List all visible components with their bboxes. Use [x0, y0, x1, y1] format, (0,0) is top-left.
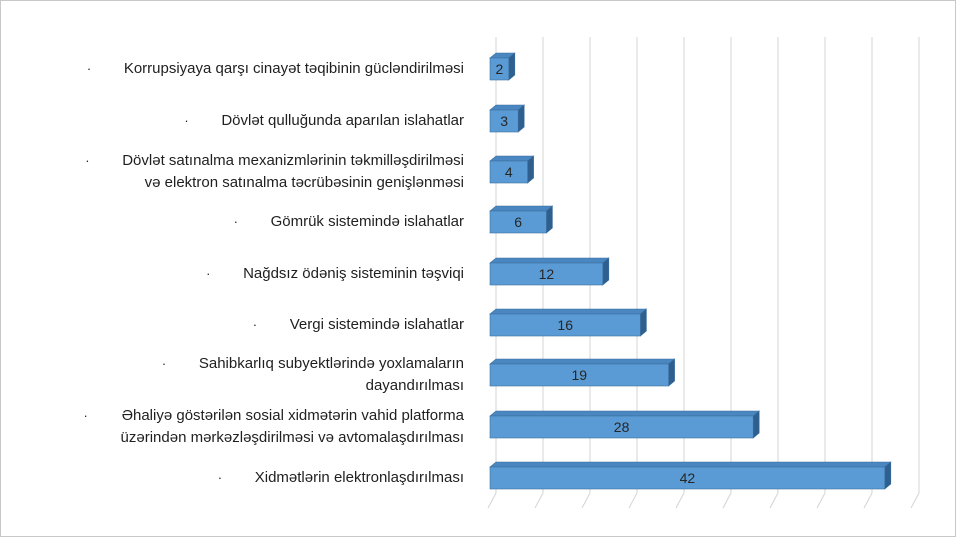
bar-top-face: [489, 358, 676, 365]
bar-top-face: [489, 461, 892, 468]
bar: 16: [489, 308, 648, 337]
category-label-text: Dövlət qulluğunda aparılan islahatlar: [221, 112, 464, 129]
category-label-text: Gömrük sistemində islahatlar: [270, 213, 464, 230]
bar-top-face: [489, 308, 648, 315]
bar-front-face: [489, 210, 547, 234]
bar-value-label: 16: [557, 317, 573, 333]
bar-top-face: [489, 410, 761, 417]
bar-top-face: [489, 257, 610, 264]
bar: 2: [489, 52, 516, 81]
floor-gridline: [534, 492, 544, 509]
bar-front-face: [489, 262, 604, 286]
bullet-glyph: ·: [217, 470, 223, 485]
bullet-glyph: ·: [161, 356, 167, 371]
bar-side-face: [668, 358, 675, 387]
bar-value-label: 19: [572, 367, 588, 383]
category-label-text: Əhaliyə göstərilən sosial xidmətərin vah…: [120, 407, 464, 446]
bullet-glyph: ·: [233, 214, 238, 229]
bar-side-face: [546, 205, 553, 234]
bar-front-face: [489, 415, 754, 439]
category-label: Gömrük sistemində islahatlar: [11, 211, 464, 233]
category-label-text: Sahibkarlıq subyektlərində yoxlamaların d…: [198, 355, 464, 394]
category-label-text: Dövlət satınalma mexanizmlərinin təkmill…: [122, 152, 464, 191]
category-label: Əhaliyə göstərilən sosial xidmətərin vah…: [11, 405, 464, 449]
bar-value-label: 28: [614, 419, 630, 435]
bar-value-label: 42: [680, 470, 696, 486]
bar-value-label: 6: [514, 214, 522, 230]
floor-gridline: [816, 492, 826, 509]
category-label: Nağdsız ödəniş sisteminin təşviqi: [11, 263, 464, 285]
bar-top-face: [489, 155, 535, 162]
category-label: Sahibkarlıq subyektlərində yoxlamaların d…: [11, 353, 464, 397]
bullet-glyph: ·: [184, 113, 189, 128]
bar-front-face: [489, 313, 641, 337]
floor-gridline: [581, 492, 591, 509]
floor-gridline: [769, 492, 779, 509]
bar: 28: [489, 410, 761, 439]
bar-side-face: [517, 104, 525, 133]
category-label: Dövlət satınalma mexanizmlərinin təkmill…: [11, 150, 464, 194]
bar-value-label: 12: [539, 266, 555, 282]
bar-side-face: [752, 410, 760, 439]
bar-front-face: [489, 466, 886, 490]
bar-value-label: 4: [505, 164, 513, 180]
bar-side-face: [508, 52, 516, 81]
bar-side-face: [884, 461, 892, 490]
bar: 19: [489, 358, 676, 387]
category-label-text: Xidmətlərin elektronlaşdırılması: [254, 469, 464, 486]
floor-gridline: [487, 492, 497, 509]
floor-gridline: [863, 492, 873, 509]
bar-side-face: [527, 155, 534, 184]
bullet-glyph: ·: [86, 61, 92, 76]
category-label-text: Nağdsız ödəniş sisteminin təşviqi: [243, 265, 464, 282]
bar-front-face: [489, 363, 669, 387]
bar: 42: [489, 461, 892, 490]
bar-value-label: 2: [496, 61, 504, 77]
bar: 4: [489, 155, 535, 184]
category-label: Korrupsiyaya qarşı cinayət təqibinin güc…: [11, 58, 464, 80]
bar: 12: [489, 257, 610, 286]
bar-side-face: [640, 308, 647, 337]
bullet-glyph: ·: [85, 153, 90, 168]
bar-front-face: [489, 160, 528, 184]
bar: 6: [489, 205, 554, 234]
bar-front-face: [489, 109, 519, 133]
floor-gridline: [675, 492, 685, 509]
floor-gridline: [722, 492, 732, 509]
bar-front-face: [489, 57, 510, 81]
bar-side-face: [602, 257, 610, 286]
bar: 3: [489, 104, 526, 133]
floor-gridline: [910, 492, 920, 509]
category-label: Xidmətlərin elektronlaşdırılması: [11, 467, 464, 489]
bullet-glyph: ·: [83, 408, 88, 423]
floor-gridline: [628, 492, 638, 509]
category-label-text: Korrupsiyaya qarşı cinayət təqibinin güc…: [123, 60, 464, 77]
category-label: Vergi sistemində islahatlar: [11, 314, 464, 336]
bullet-glyph: ·: [206, 266, 211, 281]
category-label: Dövlət qulluğunda aparılan islahatlar: [11, 110, 464, 132]
bar-value-label: 3: [500, 113, 508, 129]
bar-top-face: [489, 205, 554, 212]
category-label-text: Vergi sistemində islahatlar: [289, 316, 464, 333]
bullet-glyph: ·: [252, 317, 258, 332]
